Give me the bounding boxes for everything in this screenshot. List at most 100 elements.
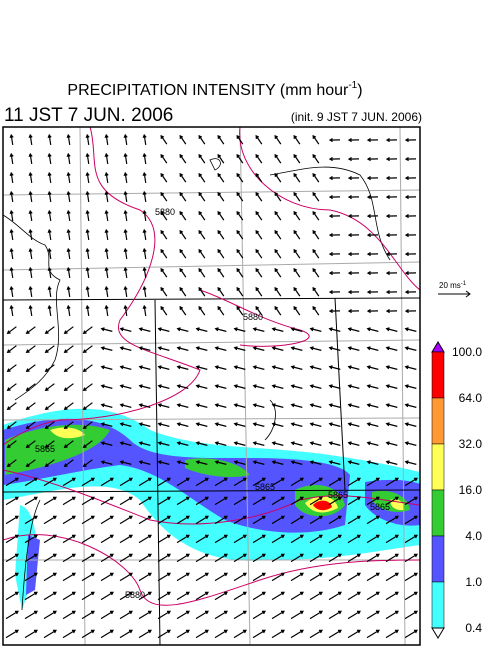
wind-arrow — [347, 496, 361, 506]
graticule — [3, 127, 420, 645]
wind-arrow — [123, 228, 128, 241]
wind-arrow — [255, 286, 263, 297]
wind-arrow — [385, 157, 398, 162]
wind-arrow — [82, 364, 93, 373]
wind-arrow — [290, 384, 303, 389]
wind-arrow — [214, 403, 227, 408]
wind-arrow — [62, 477, 76, 487]
wind-arrow — [252, 403, 265, 408]
wind-arrow — [252, 460, 265, 465]
wind-arrow — [328, 327, 341, 332]
wind-arrow — [119, 346, 132, 351]
wind-arrow — [160, 191, 168, 202]
wind-arrow — [104, 304, 109, 317]
wind-arrow — [252, 441, 265, 446]
wind-arrow — [28, 304, 33, 317]
wind-arrow — [62, 553, 76, 563]
wind-arrow — [255, 210, 263, 221]
wind-arrow — [176, 553, 190, 563]
wind-arrow — [9, 285, 14, 298]
wind-arrow — [293, 191, 301, 202]
colorbar-segment — [431, 397, 445, 445]
wind-arrow — [28, 209, 33, 222]
wind-arrow — [28, 190, 33, 203]
wind-arrow — [179, 305, 187, 316]
wind-arrow — [138, 534, 152, 544]
wind-arrow — [347, 422, 360, 427]
wind-arrow — [142, 152, 147, 165]
wind-arrow — [366, 346, 379, 351]
wind-arrow — [293, 229, 301, 240]
wind-arrow — [176, 365, 189, 370]
wind-arrow — [195, 441, 208, 446]
wind-arrow — [9, 171, 14, 184]
wind-arrow — [66, 171, 71, 184]
wind-arrow — [404, 327, 417, 332]
colorbar-label: 16.0 — [459, 483, 483, 497]
wind-arrow — [5, 610, 19, 620]
wind-arrow — [404, 610, 418, 620]
wind-arrow — [142, 266, 147, 279]
wind-arrow — [176, 403, 189, 408]
wind-arrow — [119, 591, 133, 601]
wind-arrow — [252, 496, 266, 506]
wind-arrow — [217, 305, 225, 316]
wind-arrow — [385, 214, 398, 219]
wind-arrow — [347, 214, 360, 219]
wind-arrow — [347, 309, 360, 314]
wind-arrow — [290, 327, 303, 332]
wind-arrow — [404, 309, 417, 314]
wind-arrow — [255, 267, 263, 278]
wind-arrow — [366, 309, 379, 314]
wind-arrow — [347, 233, 360, 238]
wind-arrow — [233, 403, 246, 408]
wind-arrow — [176, 572, 190, 582]
wind-arrow — [290, 496, 304, 506]
wind-arrow — [119, 610, 133, 620]
wind-arrow — [142, 228, 147, 241]
wind-arrow — [271, 515, 285, 525]
wind-arrow — [347, 346, 360, 351]
wind-arrow — [195, 403, 208, 408]
wind-arrow — [309, 441, 322, 446]
wind-arrow — [198, 172, 206, 183]
wind-arrow — [217, 248, 225, 259]
wind-arrow — [179, 210, 187, 221]
wind-arrow — [5, 591, 19, 601]
wind-arrow — [62, 534, 76, 544]
wind-arrow — [63, 421, 74, 430]
wind-arrow — [138, 422, 151, 427]
wind-arrow — [123, 190, 128, 203]
wind-arrow — [404, 422, 417, 427]
wind-arrow — [100, 610, 114, 620]
wind-arrow — [119, 384, 132, 389]
wind-arrow — [43, 496, 57, 506]
wind-arrow — [195, 496, 209, 506]
wind-arrow — [195, 534, 209, 544]
wind-arrow — [252, 610, 266, 620]
wind-arrow — [328, 271, 341, 276]
wind-arrow — [385, 309, 398, 314]
wind-arrow — [9, 209, 14, 222]
wind-arrow — [138, 629, 152, 639]
wind-arrow — [347, 271, 360, 276]
wind-arrow — [104, 171, 109, 184]
wind-arrow — [404, 441, 417, 446]
contour-label: 5865 — [35, 444, 55, 454]
wind-arrow — [274, 172, 282, 183]
colorbar-segment — [431, 535, 445, 583]
wind-scale-text: 20 ms — [439, 281, 461, 290]
wind-arrow — [312, 229, 320, 240]
wind-arrow — [404, 176, 417, 181]
wind-scale-head — [465, 290, 471, 298]
wind-arrow — [81, 553, 95, 563]
wind-arrow — [66, 133, 71, 146]
wind-arrow — [138, 327, 151, 332]
wind-arrow — [66, 285, 71, 298]
wind-arrow — [404, 515, 418, 525]
wind-arrow — [66, 266, 71, 279]
wind-arrow — [176, 422, 189, 427]
wind-arrow — [195, 384, 208, 389]
wind-arrow — [179, 191, 187, 202]
wind-arrow — [43, 515, 57, 525]
